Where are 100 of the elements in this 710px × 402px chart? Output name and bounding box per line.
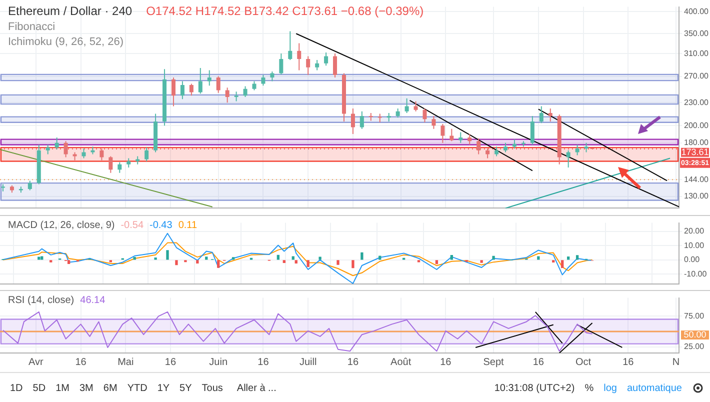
x-tick-label: 16 [75, 356, 87, 368]
candlestick [476, 138, 481, 155]
ref-line-label: 50.00 [684, 330, 706, 340]
text: Aller à ... [236, 382, 276, 394]
candlestick [378, 113, 382, 123]
y-tick-label: 180.00 [684, 138, 710, 148]
bar [566, 256, 570, 260]
annotation: Ichimoku (9, 26, 52, 26) [8, 36, 125, 48]
annotation: 0.11 [178, 220, 198, 231]
x-tick-label: 16 [532, 356, 544, 368]
candlestick [584, 142, 588, 153]
x-tick-label: Mai [118, 356, 134, 368]
candlestick [279, 53, 284, 75]
bar [318, 256, 322, 260]
candlestick [486, 148, 490, 159]
candlestick [270, 70, 274, 82]
candlestick [108, 156, 113, 174]
annotation: -0.43 [150, 220, 172, 231]
y-tick-label: 350.00 [684, 28, 710, 38]
candlestick [261, 74, 266, 86]
x-tick-label: 16 [258, 356, 270, 368]
annotation: 46.14 [80, 295, 106, 306]
y-tick-label: 0.00 [684, 255, 700, 264]
bar [40, 256, 44, 260]
candlestick [207, 70, 212, 86]
y-tick-label: 20.00 [684, 226, 705, 236]
candlestick [414, 100, 418, 112]
text: 3M [80, 382, 94, 394]
bar [576, 255, 579, 260]
x-tick-label: Sept [483, 356, 504, 368]
candlestick [306, 56, 310, 76]
candlestick [360, 110, 364, 130]
y-tick-label: 400.00 [684, 6, 710, 16]
y-tick-label: 75.00 [684, 311, 705, 320]
x-tick-label: 16 [622, 356, 634, 368]
bar [276, 254, 280, 260]
bar [282, 260, 286, 263]
text: % [584, 382, 594, 394]
bar [175, 260, 178, 266]
candlestick [225, 87, 230, 104]
candlestick [198, 67, 202, 94]
ref-line-label: 173.61 [681, 146, 709, 157]
x-tick-label: Oct [576, 356, 592, 368]
candlestick [468, 134, 472, 146]
candlestick [575, 144, 580, 156]
candlestick [64, 140, 68, 158]
candlestick [126, 158, 131, 168]
candlestick [432, 116, 436, 130]
x-tick-label: 16 [347, 356, 359, 368]
candlestick [216, 76, 220, 94]
candlestick [118, 162, 122, 174]
annotation: O174.52 H174.52 B173.42 C173.61 −0.68 (−0.39%) [146, 4, 424, 18]
bar [154, 257, 157, 260]
candlestick [539, 106, 544, 124]
candlestick [288, 30, 292, 61]
candlestick [189, 83, 194, 96]
bar [133, 257, 136, 260]
bar [292, 256, 294, 260]
candlestick [530, 116, 534, 146]
text: automatique [626, 382, 682, 394]
bar [492, 256, 495, 260]
annotation: Fibonacci [8, 21, 56, 33]
text: Tous [202, 382, 223, 394]
bar [336, 260, 340, 265]
bar [561, 260, 564, 268]
candlestick [450, 128, 454, 142]
y-tick-label: 10.00 [684, 240, 705, 250]
bar [38, 256, 40, 260]
candlestick [180, 80, 184, 100]
candlestick [512, 138, 516, 149]
candlestick [315, 60, 320, 71]
y-tick-label: 25.00 [684, 342, 705, 352]
bar [294, 260, 298, 264]
text: 5Y [180, 382, 192, 394]
annotation: -0.54 [120, 220, 144, 231]
text: 5D [32, 382, 46, 394]
text: 1Y [157, 382, 170, 394]
candlestick [566, 150, 570, 168]
candlestick [422, 108, 427, 123]
candlestick [234, 91, 238, 102]
x-tick-label: 16 [440, 356, 452, 368]
candlestick [252, 80, 256, 91]
chart-title: Ethereum / Dollar · 240 [8, 4, 132, 18]
y-tick-label: -10.00 [684, 269, 708, 278]
candlestick [54, 137, 59, 150]
text: YTD [127, 382, 148, 394]
candlestick [396, 108, 400, 118]
bar [352, 260, 354, 268]
candlestick [333, 53, 338, 78]
text: log [604, 382, 617, 394]
bar [435, 260, 438, 264]
bar [480, 260, 483, 263]
x-tick-label: 16 [164, 356, 176, 368]
bar [217, 260, 220, 268]
bar [450, 255, 453, 260]
x-tick-label: Juin [209, 356, 228, 368]
candlestick [404, 98, 409, 114]
candlestick [548, 108, 552, 122]
y-tick-label: 200.00 [684, 120, 710, 130]
bar [196, 260, 199, 264]
